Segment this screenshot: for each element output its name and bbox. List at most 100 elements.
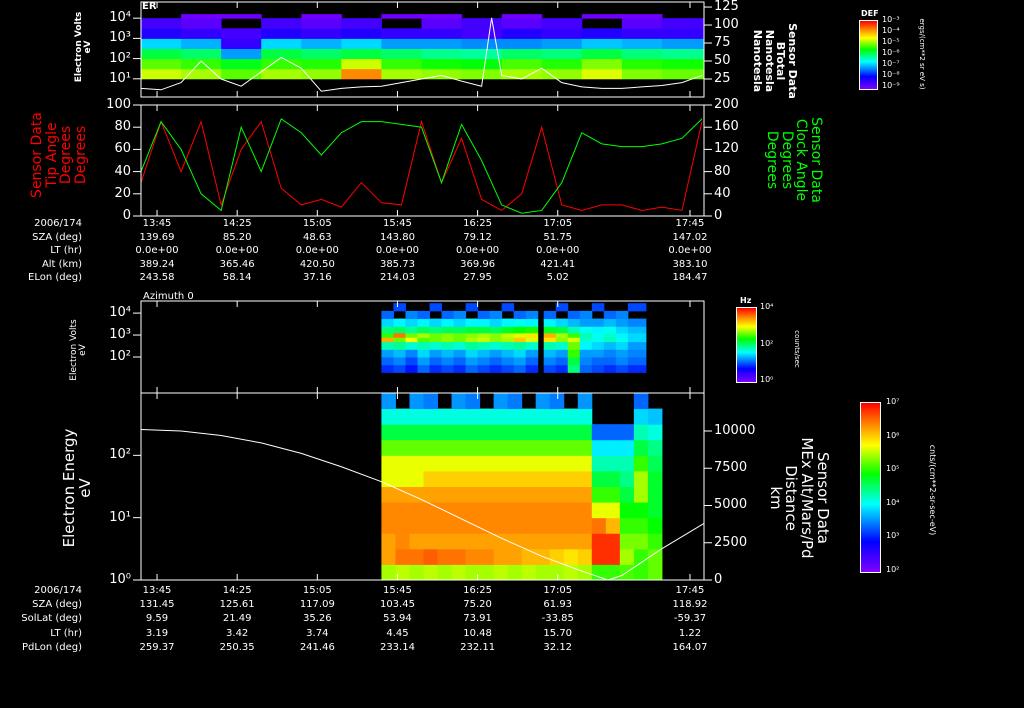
- heatmap-cell: [605, 564, 621, 580]
- heatmap-cell: [555, 349, 569, 358]
- heatmap-cell: [543, 364, 557, 373]
- y-tick-label: 10³: [109, 327, 131, 343]
- panel2-left-label: Sensor Data Tip Angle Degrees Degrees: [29, 95, 89, 215]
- time-tick-label: 13:45: [142, 585, 172, 596]
- heatmap-cell: [381, 58, 422, 70]
- heatmap-cell: [549, 502, 565, 519]
- heatmap-cell: [567, 341, 581, 350]
- heatmap-cell: [591, 455, 607, 472]
- panel4-right-label: Sensor Data MEx Alt/Mars/Pd Distance km: [767, 418, 832, 578]
- heatmap-cell: [421, 68, 463, 80]
- heatmap-cell: [477, 337, 491, 343]
- heatmap-cell: [465, 502, 481, 519]
- colorbar-tick-label: 10⁻⁸: [882, 70, 900, 79]
- heatmap-cell: [501, 14, 543, 19]
- heatmap-cell: [381, 455, 396, 472]
- heatmap-cell: [535, 408, 551, 425]
- ephemeris-value: 0.0e+00: [135, 245, 179, 256]
- right-label-line: BTotal: [774, 41, 788, 81]
- heatmap-cell: [405, 364, 418, 373]
- heatmap-cell: [521, 548, 537, 565]
- heatmap-cell: [465, 470, 481, 487]
- heatmap-cell: [409, 548, 425, 565]
- heatmap-cell: [393, 356, 406, 366]
- heatmap-cell: [441, 341, 455, 350]
- heatmap-cell: [541, 48, 583, 60]
- ephemeris-value: 232.11: [460, 641, 496, 653]
- ephemeris-value: 3.19: [145, 627, 169, 639]
- colorbar-tick-label: 10⁰: [760, 375, 774, 384]
- heatmap-cell: [501, 364, 515, 373]
- y2-tick-label: 125: [714, 0, 739, 15]
- heatmap-cell: [395, 502, 410, 519]
- heatmap-cell: [579, 326, 593, 334]
- heatmap-cell: [647, 455, 663, 472]
- time-tick-label: 14:25: [222, 585, 252, 596]
- heatmap-cell: [181, 14, 222, 19]
- y-tick-label: 10⁴: [109, 10, 131, 26]
- heatmap-cell: [541, 38, 583, 49]
- colorbar4-units: cnts/(cm**2-sr-sec-eV): [928, 444, 937, 536]
- heatmap-cell: [451, 393, 467, 410]
- time-tick-label: 15:05: [302, 585, 332, 596]
- heatmap-cell: [507, 408, 523, 425]
- heatmap-cell: [261, 48, 302, 60]
- heatmap-cell: [555, 356, 569, 366]
- heatmap-cell: [465, 349, 479, 358]
- heatmap-cell: [513, 337, 527, 343]
- heatmap-cell: [409, 533, 425, 550]
- time-tick-label: 13:45: [142, 218, 172, 229]
- heatmap-cell: [423, 533, 439, 550]
- series-line-tip-angle: [141, 119, 703, 212]
- heatmap-cell: [615, 349, 629, 358]
- heatmap-cell: [543, 310, 557, 320]
- heatmap-cell: [417, 337, 431, 343]
- y2-tick-label: 40: [714, 185, 731, 201]
- heatmap-cell: [301, 58, 342, 70]
- heatmap-cell: [591, 318, 605, 327]
- heatmap-cell: [549, 424, 565, 441]
- panel4-marks: [141, 393, 704, 580]
- heatmap-cell: [605, 439, 621, 456]
- y-tick-label: 40: [114, 163, 131, 179]
- heatmap-cell: [381, 424, 396, 441]
- heatmap-cell: [567, 364, 581, 373]
- ephemeris-row-label: LT (hr): [50, 627, 82, 639]
- heatmap-cell: [501, 318, 515, 327]
- heatmap-cell: [381, 548, 396, 565]
- heatmap-cell: [501, 341, 515, 350]
- ephemeris-value: 15.70: [543, 627, 573, 639]
- heatmap-cell: [341, 38, 382, 49]
- heatmap-cell: [489, 364, 503, 373]
- right-label-line: Sensor Data: [786, 23, 799, 99]
- heatmap-cell: [381, 517, 396, 534]
- heatmap-cell: [603, 337, 617, 343]
- panel1-frame: [140, 1, 705, 98]
- ephemeris-value: 131.45: [139, 599, 175, 611]
- left-label-line: Sensor Data: [29, 112, 45, 198]
- heatmap-cell: [579, 341, 593, 350]
- heatmap-cell: [567, 310, 581, 320]
- heatmap-cell: [563, 533, 579, 550]
- heatmap-cell: [395, 439, 410, 456]
- colorbar-tick-label: 10⁻⁷: [882, 59, 900, 68]
- heatmap-cell: [381, 439, 396, 456]
- heatmap-cell: [421, 18, 463, 29]
- heatmap-cell: [603, 310, 617, 320]
- heatmap-cell: [417, 326, 431, 334]
- y-tick-label: 0: [122, 208, 131, 223]
- heatmap-cell: [261, 38, 302, 49]
- heatmap-cell: [381, 533, 396, 550]
- heatmap-cell: [465, 517, 481, 534]
- colorbar1-units: ergs/(cm**2 sr eV s): [918, 18, 926, 90]
- heatmap-cell: [395, 455, 410, 472]
- heatmap-cell: [395, 548, 410, 565]
- right-label-line: Nanotesla: [751, 29, 765, 93]
- heatmap-cell: [341, 68, 382, 80]
- time-tick-label: 16:25: [463, 218, 493, 229]
- heatmap-cell: [429, 318, 443, 327]
- heatmap-cell: [591, 332, 605, 338]
- heatmap-cell: [521, 424, 537, 441]
- heatmap-cell: [493, 517, 509, 534]
- heatmap-cell: [461, 28, 503, 39]
